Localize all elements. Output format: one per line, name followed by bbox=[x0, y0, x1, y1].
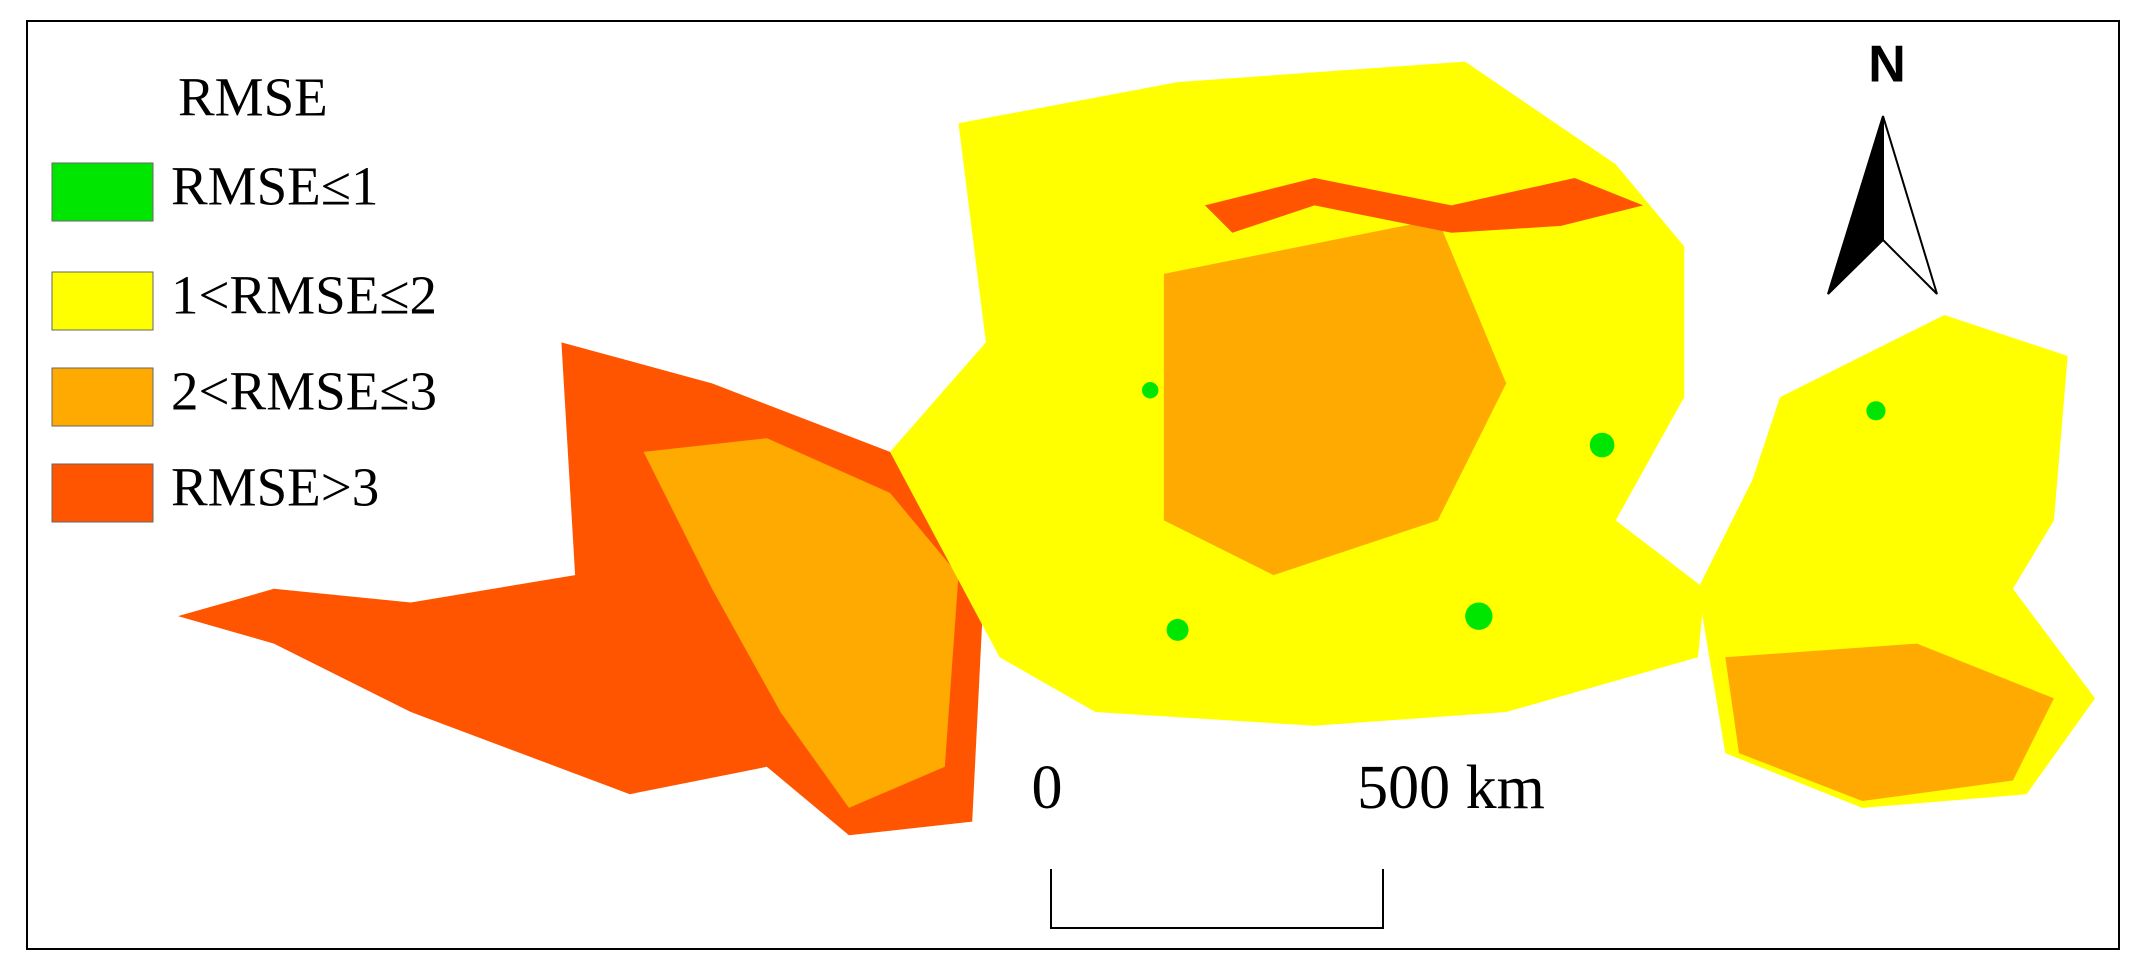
legend-title: RMSE bbox=[178, 67, 328, 128]
legend-label: 1<RMSE≤2 bbox=[171, 265, 437, 326]
legend-swatch bbox=[51, 271, 154, 331]
legend-swatch bbox=[51, 162, 154, 222]
patch-low bbox=[1166, 618, 1189, 641]
legend-swatch bbox=[51, 367, 154, 427]
north-label: N bbox=[1868, 36, 1906, 94]
scale-label: 0 bbox=[1032, 754, 1063, 822]
region-ridge bbox=[1204, 178, 1644, 233]
patch-low bbox=[1465, 602, 1493, 630]
region-core bbox=[1163, 219, 1507, 576]
legend: RMSE≤1 1<RMSE≤2 2<RMSE≤3 RMSE>3 bbox=[51, 156, 437, 523]
region-west-mid bbox=[643, 438, 959, 808]
patch-low bbox=[1589, 432, 1615, 458]
scale-label: 500 km bbox=[1357, 754, 1545, 822]
north-arrow-right bbox=[1882, 115, 1938, 295]
region-east-south bbox=[1725, 643, 2054, 802]
legend-label: RMSE≤1 bbox=[171, 156, 378, 217]
map-area bbox=[178, 61, 2096, 836]
legend-label: 2<RMSE≤3 bbox=[171, 361, 437, 422]
patch-low bbox=[1866, 401, 1886, 421]
patch-low bbox=[1141, 382, 1159, 399]
scale-bar bbox=[1050, 869, 1384, 929]
legend-swatch bbox=[51, 463, 154, 523]
legend-label: RMSE>3 bbox=[171, 457, 379, 518]
